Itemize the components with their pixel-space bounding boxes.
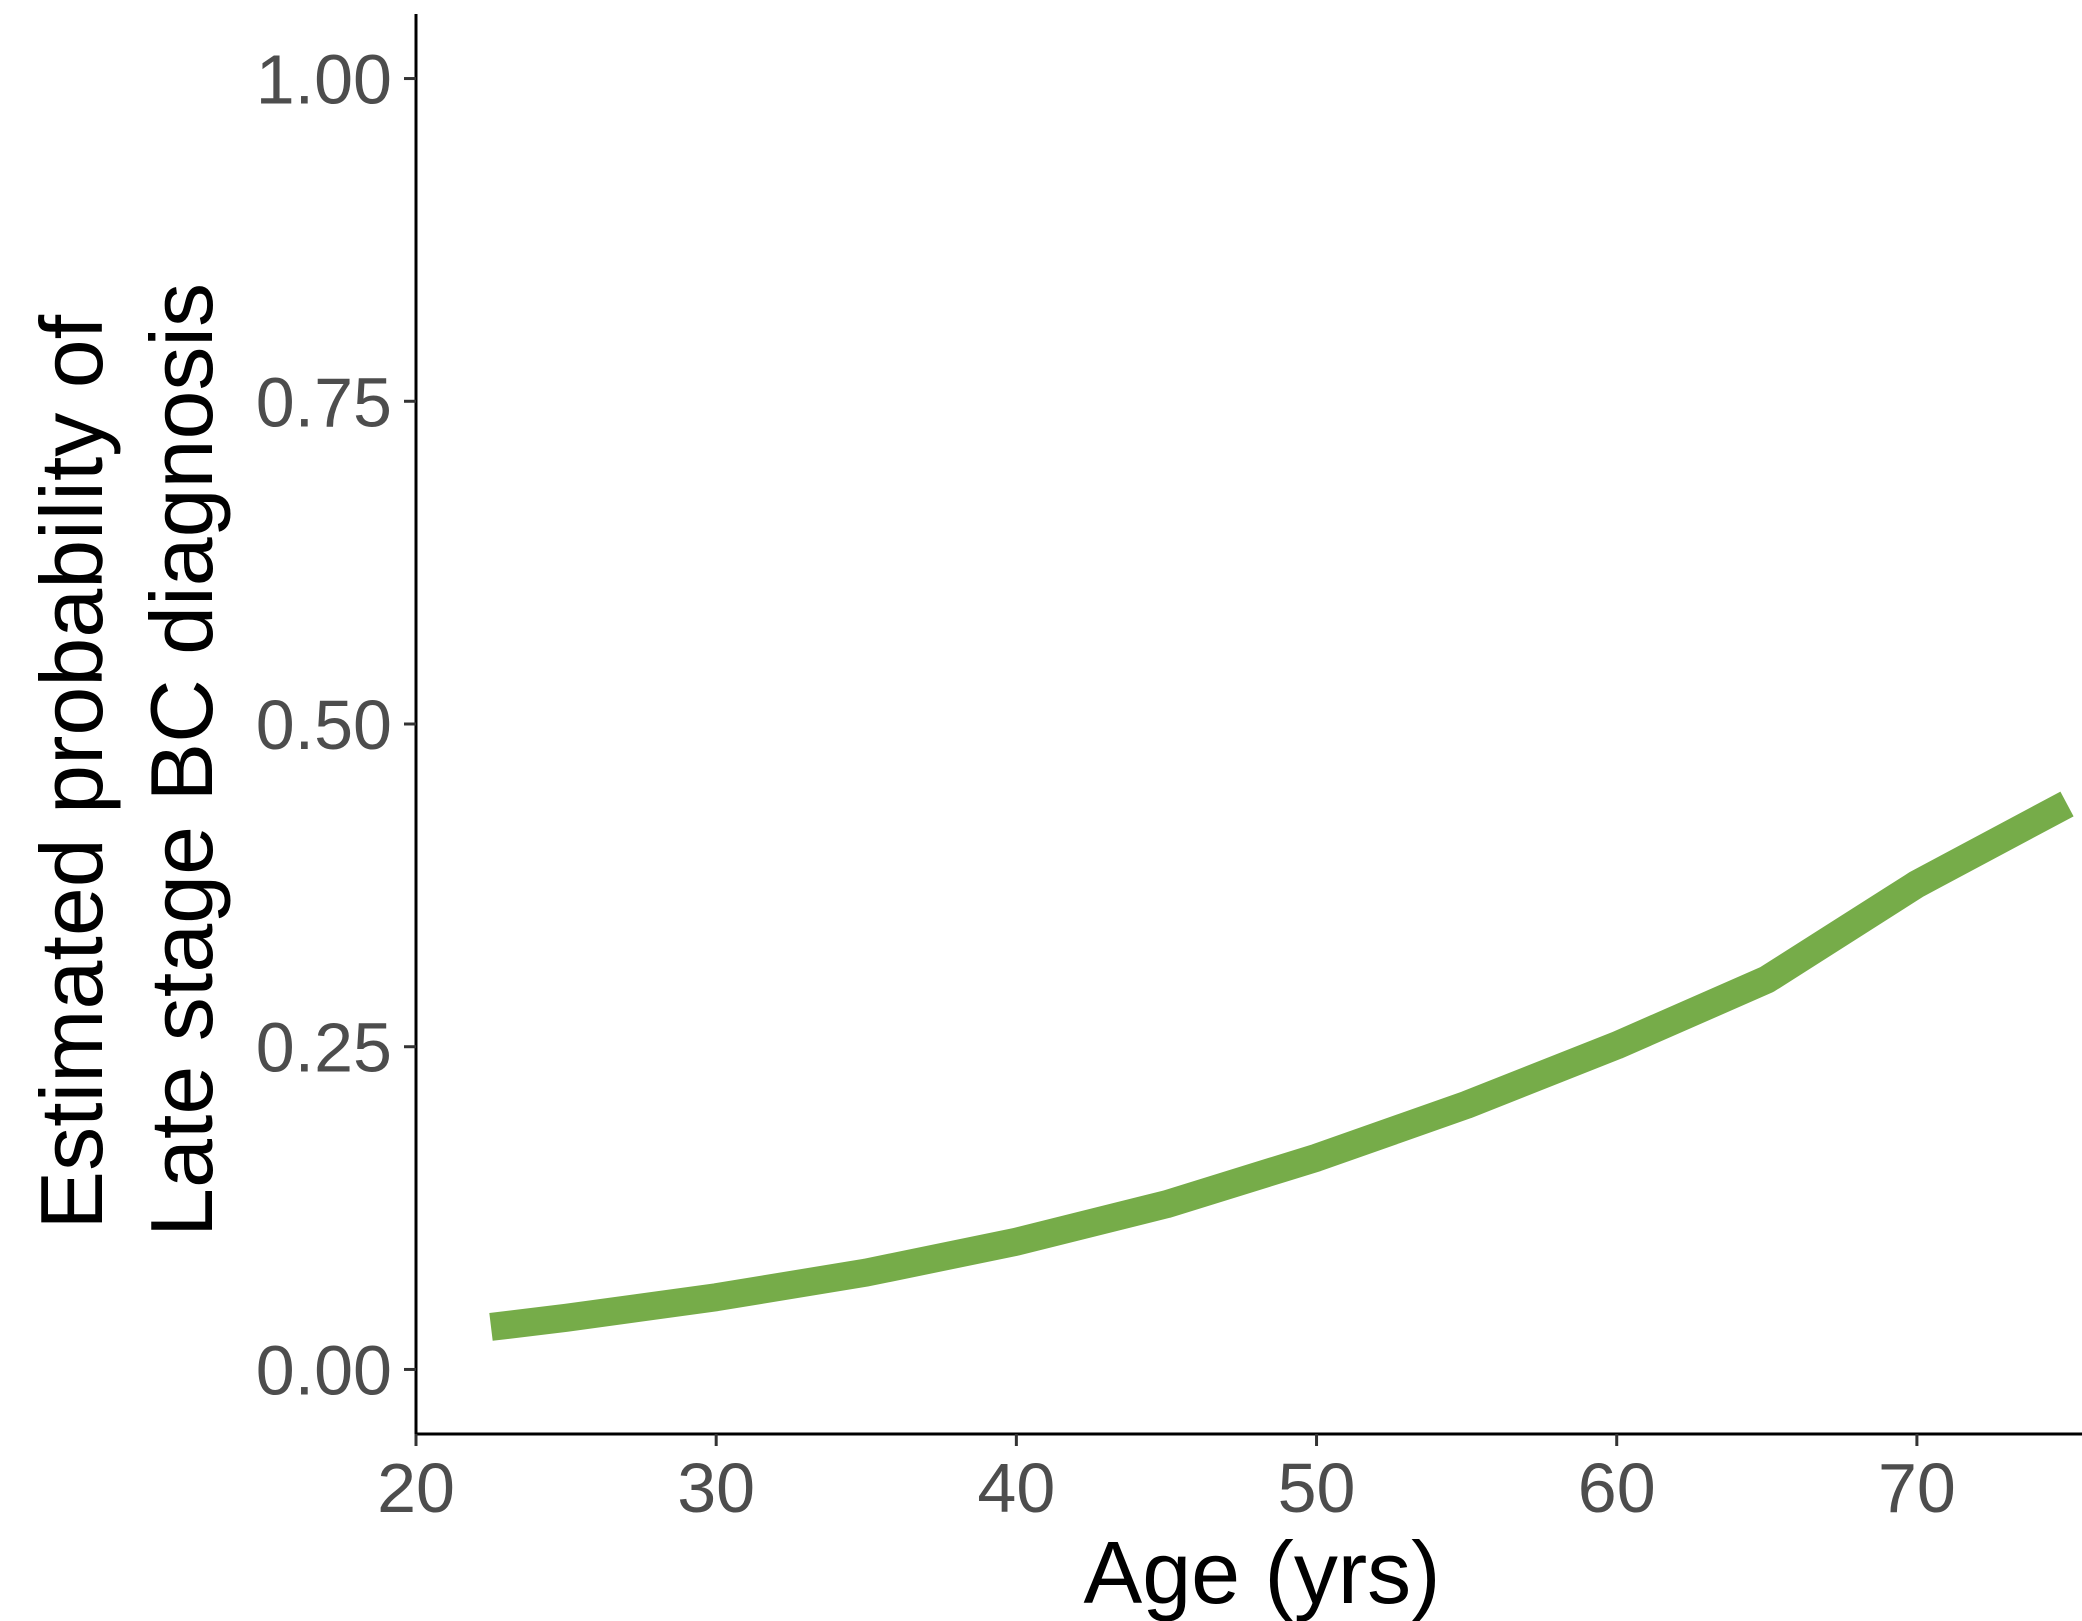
x-tick-label: 60 bbox=[1578, 1449, 1656, 1527]
y-tick-label: 0.25 bbox=[256, 1009, 392, 1087]
y-tick-label: 0.50 bbox=[256, 686, 392, 764]
y-tick-label: 1.00 bbox=[256, 41, 392, 119]
x-tick-label: 70 bbox=[1878, 1449, 1956, 1527]
y-ticks: 0.00 0.25 0.50 0.75 1.00 bbox=[256, 41, 416, 1409]
y-tick-label: 0.75 bbox=[256, 363, 392, 441]
x-tick-label: 30 bbox=[677, 1449, 755, 1527]
series-line bbox=[489, 791, 2074, 1341]
y-tick-label: 0.00 bbox=[256, 1331, 392, 1409]
x-ticks: 20 30 40 50 60 70 bbox=[377, 1434, 1956, 1527]
y-axis-title-line-1: Estimated probability of bbox=[22, 314, 121, 1229]
series-layer bbox=[489, 791, 2074, 1341]
x-axis-title: Age (yrs) bbox=[1084, 1523, 1441, 1621]
x-tick-label: 50 bbox=[1278, 1449, 1356, 1527]
x-tick-label: 40 bbox=[977, 1449, 1055, 1527]
y-axis: 0.00 0.25 0.50 0.75 1.00 bbox=[256, 14, 418, 1434]
x-tick-label: 20 bbox=[377, 1449, 455, 1527]
x-axis: 20 30 40 50 60 70 bbox=[377, 1432, 2082, 1527]
y-axis-title-line-2: Late stage BC diagnosis bbox=[132, 283, 231, 1237]
y-axis-title: Estimated probability of Late stage BC d… bbox=[22, 283, 231, 1237]
